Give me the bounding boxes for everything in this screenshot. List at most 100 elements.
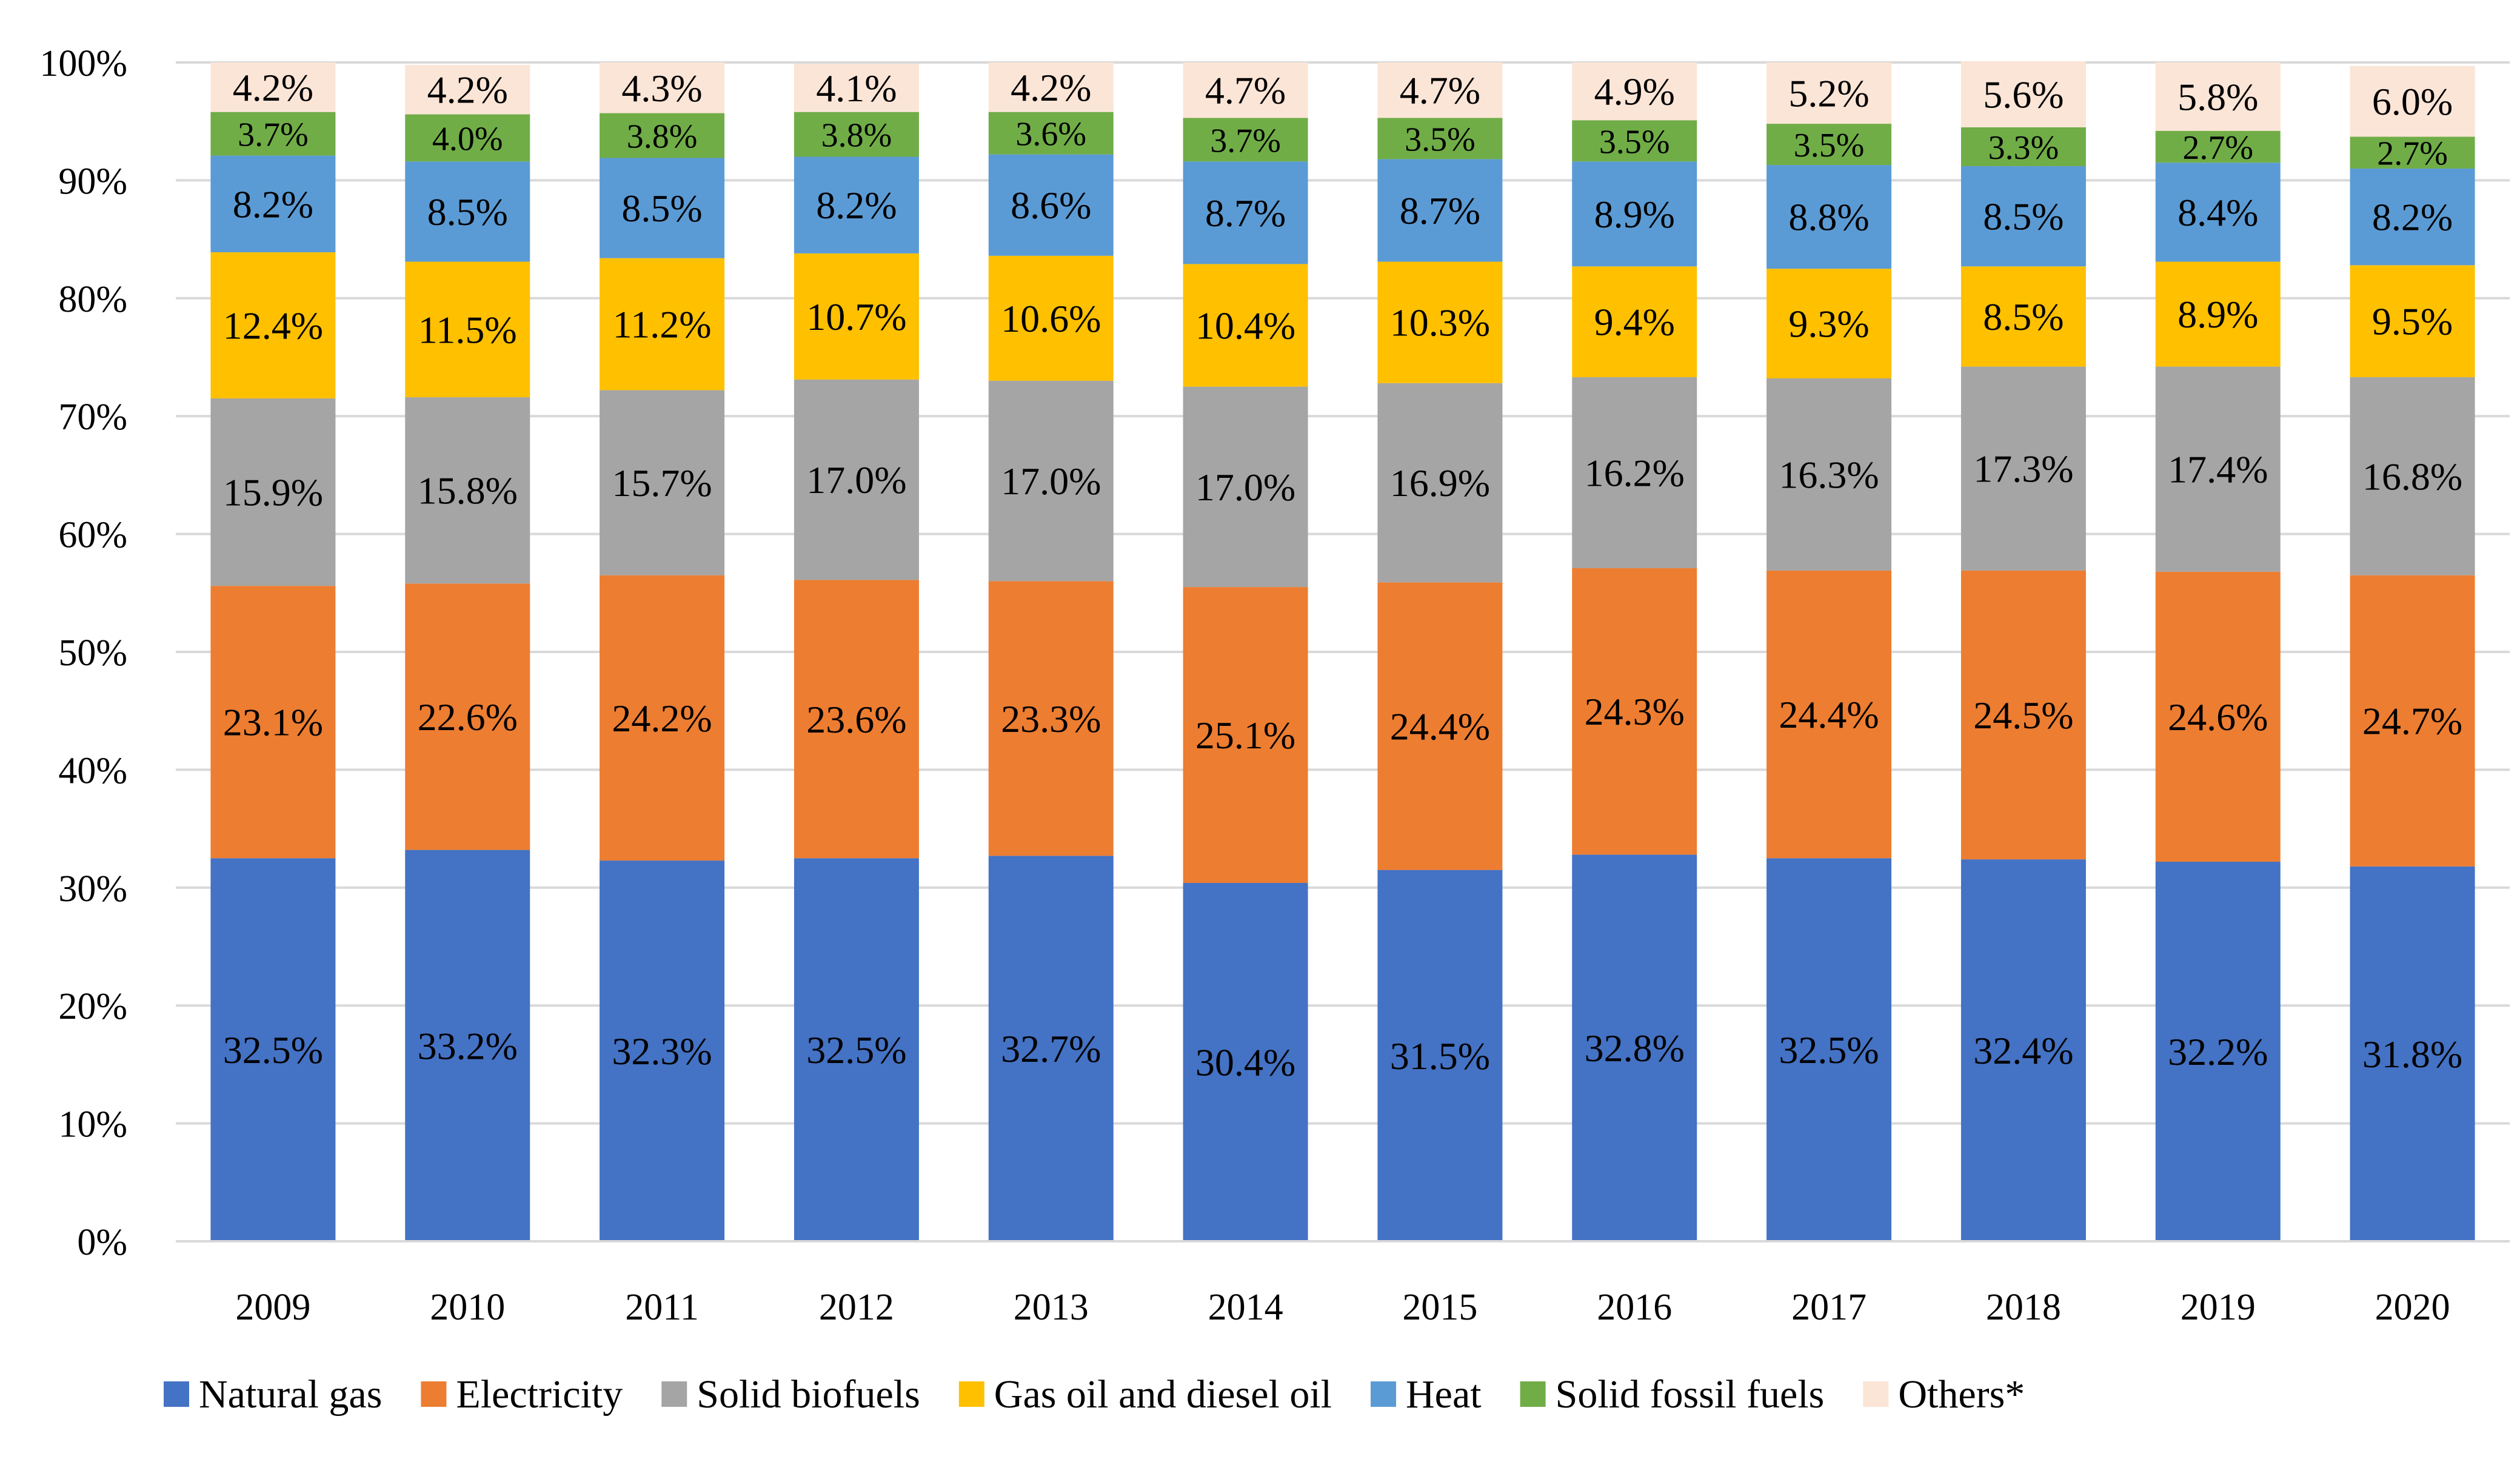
bar-segment (1572, 120, 1697, 162)
data-label: 5.2% (1788, 72, 1869, 115)
bar-segment (1183, 386, 1308, 588)
data-label: 3.7% (238, 116, 309, 154)
legend-item: Solid biofuels (661, 1372, 920, 1417)
data-label: 8.9% (2177, 293, 2258, 336)
bar-segment (210, 62, 336, 112)
bar-segment (1183, 118, 1308, 162)
data-label: 24.3% (1585, 690, 1685, 733)
y-tick-label: 20% (58, 986, 127, 1027)
bar-segment (2350, 65, 2475, 137)
bar-segment (405, 397, 530, 584)
bar-segment (2155, 571, 2281, 862)
bar-segment (794, 858, 919, 1241)
data-label: 8.2% (2372, 196, 2453, 239)
data-label: 16.3% (1779, 453, 1879, 496)
data-label: 8.7% (1400, 189, 1480, 232)
bar-segment (600, 860, 725, 1241)
data-label: 4.2% (427, 69, 508, 112)
bar-segment (2350, 168, 2475, 266)
x-tick-label: 2009 (235, 1287, 310, 1328)
data-label: 15.9% (223, 471, 323, 514)
data-label: 4.2% (233, 66, 313, 109)
data-label: 22.6% (418, 696, 518, 739)
data-label: 10.4% (1195, 304, 1295, 347)
x-tick-label: 2012 (819, 1287, 894, 1328)
data-label: 32.2% (2168, 1030, 2268, 1073)
bar-segment (210, 155, 336, 252)
bar-segment (2155, 261, 2281, 367)
bar-segment (405, 850, 530, 1241)
bar-segment (2350, 575, 2475, 867)
data-label: 17.3% (1973, 448, 2073, 491)
data-label: 3.8% (821, 117, 892, 155)
data-label: 15.8% (418, 469, 518, 512)
data-label: 16.8% (2362, 455, 2462, 498)
legend-item: Solid fossil fuels (1520, 1372, 1824, 1417)
bar-segment (405, 261, 530, 398)
bar-segment (794, 580, 919, 859)
data-label: 3.8% (627, 118, 698, 156)
bar-segment (210, 112, 336, 156)
data-labels: 32.5% 23.1% 15.9% 12.4% 8.2% 3.7% 4.2% 33.2% 22.… (223, 66, 2462, 1084)
data-label: 32.5% (806, 1028, 906, 1072)
bar-segment (794, 63, 919, 112)
data-label: 17.0% (1195, 466, 1295, 509)
y-tick-label: 60% (58, 515, 127, 556)
bars (210, 61, 2475, 1241)
legend-swatch (421, 1381, 447, 1407)
data-label: 2.7% (2182, 129, 2253, 167)
bar-segment (1766, 165, 1892, 269)
bar-segment (2155, 163, 2281, 262)
bar-segment (2155, 366, 2281, 572)
y-tick-label: 70% (58, 397, 127, 438)
bar-segment (1377, 582, 1503, 870)
bar-segment (210, 252, 336, 399)
data-label: 17.4% (2168, 448, 2268, 491)
data-label: 23.3% (1001, 697, 1101, 740)
data-label: 8.2% (816, 184, 897, 227)
legend-item: Electricity (421, 1372, 623, 1417)
x-tick-label: 2013 (1014, 1287, 1089, 1328)
data-label: 4.7% (1400, 69, 1480, 112)
data-label: 24.7% (2362, 700, 2462, 743)
data-label: 17.0% (1001, 460, 1101, 503)
legend-swatch (164, 1381, 189, 1407)
bar-segment (988, 62, 1114, 112)
bar-segment (2350, 866, 2475, 1241)
data-label: 4.3% (621, 67, 702, 110)
data-label: 4.9% (1594, 70, 1675, 113)
data-label: 32.8% (1585, 1027, 1685, 1070)
bar-segment (988, 154, 1114, 256)
data-label: 8.2% (233, 183, 313, 226)
bar-segment (405, 64, 530, 115)
data-label: 32.3% (612, 1030, 712, 1073)
data-label: 11.2% (613, 303, 712, 346)
data-label: 24.4% (1779, 693, 1879, 736)
data-label: 5.8% (2177, 75, 2258, 118)
bar-segment (600, 158, 725, 258)
bar-segment (1960, 127, 2086, 167)
bar-segment (210, 858, 336, 1241)
bar-segment (794, 253, 919, 380)
data-label: 9.3% (1788, 303, 1869, 346)
bar-segment (1960, 570, 2086, 860)
x-tick-label: 2019 (2181, 1287, 2256, 1328)
data-label: 8.6% (1011, 184, 1091, 227)
data-label: 3.5% (1405, 121, 1476, 158)
bar-segment (210, 398, 336, 586)
bar-segment (1572, 161, 1697, 267)
gridlines (176, 61, 2510, 1125)
bar-segment (600, 113, 725, 158)
y-tick-label: 30% (58, 868, 127, 910)
data-label: 16.9% (1390, 461, 1490, 505)
bar-segment (1183, 161, 1308, 264)
bar-segment (1377, 261, 1503, 383)
bar-segment (1766, 62, 1892, 124)
y-tick-label: 40% (58, 750, 127, 791)
legend-swatch (1520, 1381, 1546, 1407)
y-tick-label: 90% (58, 161, 127, 202)
bar-segment (1766, 124, 1892, 166)
legend-item: Heat (1371, 1372, 1482, 1417)
data-label: 8.4% (2177, 191, 2258, 234)
bar-segment (210, 586, 336, 859)
